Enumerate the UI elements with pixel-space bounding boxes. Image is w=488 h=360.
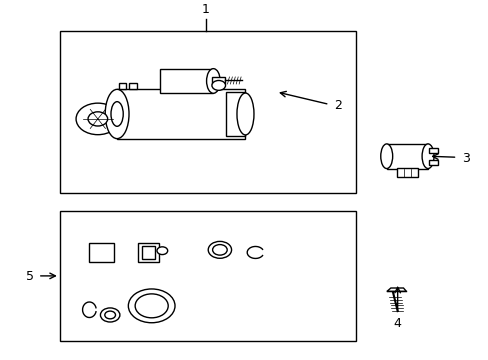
Ellipse shape (111, 102, 123, 126)
Bar (160, 69, 213, 93)
Text: 1: 1 (201, 4, 209, 17)
Ellipse shape (105, 89, 129, 139)
Text: 2: 2 (334, 99, 342, 112)
Ellipse shape (421, 144, 433, 168)
Bar (428, 148, 437, 153)
Bar (396, 168, 417, 177)
Bar (88, 243, 114, 262)
Circle shape (128, 289, 175, 323)
Bar (428, 160, 437, 165)
Bar (117, 89, 245, 139)
Circle shape (211, 81, 225, 90)
Bar (60, 31, 356, 193)
Circle shape (104, 311, 115, 319)
Bar (386, 144, 427, 168)
Ellipse shape (237, 93, 253, 135)
Bar (226, 92, 245, 136)
Circle shape (135, 294, 168, 318)
Circle shape (212, 244, 227, 255)
Text: 5: 5 (26, 270, 34, 283)
Bar (212, 77, 224, 84)
Circle shape (76, 103, 120, 135)
Circle shape (208, 242, 231, 258)
Circle shape (88, 112, 107, 126)
Ellipse shape (380, 144, 392, 168)
Text: 3: 3 (461, 152, 469, 165)
Polygon shape (386, 288, 406, 291)
Ellipse shape (206, 69, 220, 93)
Text: 4: 4 (393, 317, 401, 330)
Bar (138, 243, 159, 262)
Bar (118, 83, 126, 89)
Bar (60, 211, 356, 341)
Bar (129, 83, 137, 89)
Circle shape (157, 247, 167, 255)
Circle shape (100, 308, 120, 322)
Bar (142, 246, 155, 259)
